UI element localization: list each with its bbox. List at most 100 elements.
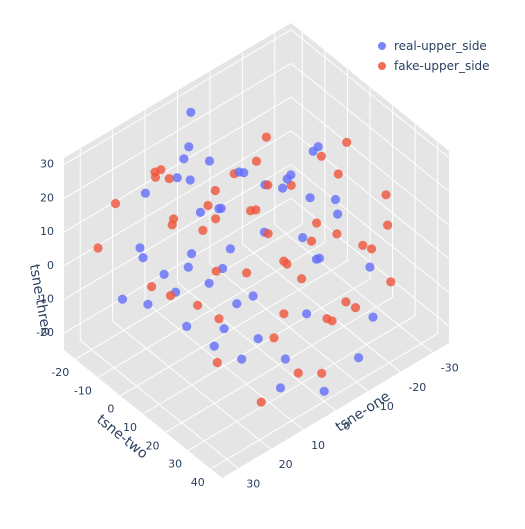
point-real[interactable] xyxy=(354,353,364,363)
point-fake[interactable] xyxy=(193,300,203,310)
point-real[interactable] xyxy=(365,262,375,272)
point-fake[interactable] xyxy=(261,132,271,142)
point-fake[interactable] xyxy=(147,282,157,292)
point-fake[interactable] xyxy=(242,268,252,278)
grid-z-right xyxy=(290,164,450,293)
point-real[interactable] xyxy=(140,188,150,198)
point-fake[interactable] xyxy=(282,259,292,269)
point-real[interactable] xyxy=(179,154,189,164)
point-fake[interactable] xyxy=(333,169,343,179)
point-real[interactable] xyxy=(195,207,205,217)
point-fake[interactable] xyxy=(367,244,377,254)
point-fake[interactable] xyxy=(358,240,368,250)
point-fake[interactable] xyxy=(293,368,303,378)
point-real[interactable] xyxy=(319,386,329,396)
point-fake[interactable] xyxy=(332,229,342,239)
point-real[interactable] xyxy=(182,321,192,331)
point-real[interactable] xyxy=(204,156,215,166)
point-fake[interactable] xyxy=(279,309,289,319)
point-real[interactable] xyxy=(368,312,378,322)
point-fake[interactable] xyxy=(297,274,307,284)
point-real[interactable] xyxy=(280,354,290,364)
x-tick-label: 30 xyxy=(246,477,260,490)
point-fake[interactable] xyxy=(383,220,393,230)
point-real[interactable] xyxy=(183,262,193,272)
point-real[interactable] xyxy=(248,291,258,301)
point-fake[interactable] xyxy=(93,243,103,253)
point-real[interactable] xyxy=(313,142,323,152)
point-real[interactable] xyxy=(305,193,315,203)
point-fake[interactable] xyxy=(110,198,121,209)
point-real[interactable] xyxy=(184,142,194,152)
point-real[interactable] xyxy=(333,209,343,219)
point-real[interactable] xyxy=(135,243,145,253)
grid-z-left xyxy=(63,130,292,267)
point-real[interactable] xyxy=(275,383,286,393)
point-real[interactable] xyxy=(253,334,263,344)
point-fake[interactable] xyxy=(312,218,322,228)
x-tick-label: -30 xyxy=(441,362,459,375)
legend[interactable]: real-upper_side fake-upper_side xyxy=(378,36,490,76)
point-real[interactable] xyxy=(282,174,292,184)
point-fake[interactable] xyxy=(251,156,262,166)
y-tick-label: 30 xyxy=(168,458,182,471)
point-fake[interactable] xyxy=(317,368,327,378)
legend-label-fake: fake-upper_side xyxy=(394,59,490,73)
grid-z-left xyxy=(63,29,292,166)
point-fake[interactable] xyxy=(263,180,273,190)
point-fake[interactable] xyxy=(269,333,279,343)
point-real[interactable] xyxy=(187,249,197,259)
point-fake[interactable] xyxy=(203,200,213,211)
point-real[interactable] xyxy=(232,299,242,309)
point-fake[interactable] xyxy=(211,214,221,224)
point-fake[interactable] xyxy=(316,151,326,161)
point-real[interactable] xyxy=(159,269,169,279)
point-fake[interactable] xyxy=(156,165,166,175)
point-real[interactable] xyxy=(278,183,288,193)
point-fake[interactable] xyxy=(212,357,222,368)
point-fake[interactable] xyxy=(198,225,208,235)
point-fake[interactable] xyxy=(246,206,256,216)
grid-z-right xyxy=(290,63,450,192)
point-real[interactable] xyxy=(298,233,308,243)
point-real[interactable] xyxy=(209,341,219,351)
point-real[interactable] xyxy=(302,309,312,319)
point-real[interactable] xyxy=(204,278,214,288)
point-real[interactable] xyxy=(117,294,128,304)
x-tick-label: 0 xyxy=(344,420,351,433)
point-fake[interactable] xyxy=(150,172,161,182)
point-fake[interactable] xyxy=(341,297,351,307)
point-real[interactable] xyxy=(311,254,321,264)
point-fake[interactable] xyxy=(210,185,220,196)
point-fake[interactable] xyxy=(306,236,317,246)
point-real[interactable] xyxy=(219,324,229,334)
point-real[interactable] xyxy=(234,167,244,177)
point-real[interactable] xyxy=(237,354,247,364)
point-real[interactable] xyxy=(143,299,153,309)
y-tick-label: -10 xyxy=(74,384,92,397)
point-fake[interactable] xyxy=(165,291,176,301)
point-fake[interactable] xyxy=(164,174,174,184)
point-real[interactable] xyxy=(138,253,148,263)
point-fake[interactable] xyxy=(211,266,221,276)
point-real[interactable] xyxy=(330,194,341,205)
point-real[interactable] xyxy=(186,107,196,117)
grid-z-left xyxy=(63,164,292,300)
legend-item-real[interactable]: real-upper_side xyxy=(378,36,490,56)
point-fake[interactable] xyxy=(381,190,391,200)
point-fake[interactable] xyxy=(327,316,337,326)
point-fake[interactable] xyxy=(350,303,361,313)
point-fake[interactable] xyxy=(214,314,224,324)
point-fake[interactable] xyxy=(386,277,396,287)
point-fake[interactable] xyxy=(256,397,266,407)
legend-item-fake[interactable]: fake-upper_side xyxy=(378,56,490,76)
point-real[interactable] xyxy=(172,173,182,183)
point-real[interactable] xyxy=(185,175,195,185)
point-fake[interactable] xyxy=(167,220,177,230)
point-real[interactable] xyxy=(225,244,235,254)
point-real[interactable] xyxy=(214,204,224,214)
point-fake[interactable] xyxy=(263,229,273,239)
y-tick-label: -20 xyxy=(51,366,69,379)
point-fake[interactable] xyxy=(342,137,352,147)
